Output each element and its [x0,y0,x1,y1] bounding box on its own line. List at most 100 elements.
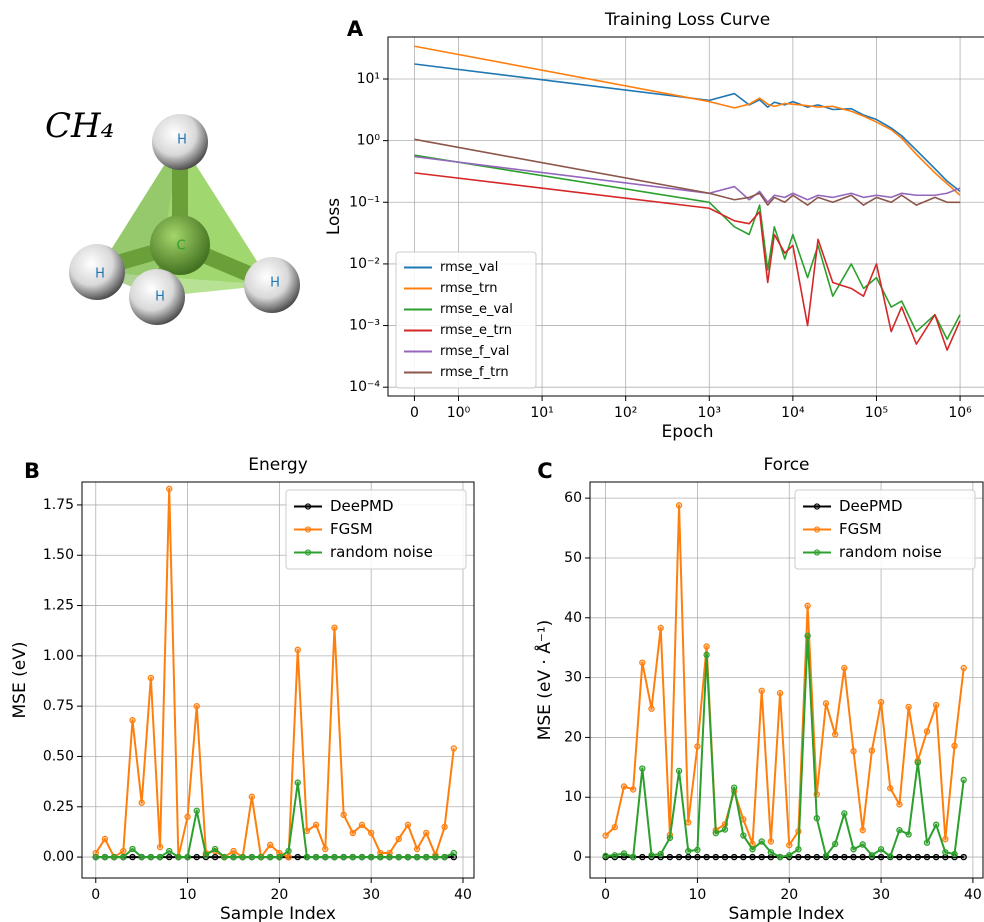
atom-label: H [155,290,165,305]
data-point [110,853,118,861]
data-point [294,779,301,786]
data-point [101,835,109,843]
data-point [450,849,458,857]
data-point [932,821,940,828]
data-point [749,853,756,861]
legend-marker [304,503,312,510]
legend-marker [813,503,821,510]
x-tick-label: 20 [270,887,288,903]
data-point [841,853,848,861]
data-point [703,853,710,861]
x-tick-label: 10 [689,887,707,903]
series-line [605,634,965,859]
data-point [822,700,830,707]
legend-marker [813,526,821,533]
data-point [239,853,246,861]
y-tick-label: 40 [564,610,582,626]
series-line [414,172,961,351]
data-point [831,853,839,861]
data-point [712,829,719,837]
data-point [331,624,338,631]
data-point [749,846,756,853]
legend-box [285,489,467,570]
data-point [340,853,347,861]
data-point [294,646,301,654]
plot-frame [589,481,984,879]
data-point [887,785,894,792]
data-point [147,674,155,682]
chart: 0 10⁰ 10¹ 10² 10³ 10⁴ 10⁵ 10⁶ 10⁻⁴ 10⁻³ 10⁻² 10⁻¹ 10… [324,10,984,442]
data-point [813,814,821,822]
data-point [423,853,430,861]
legend-label: FGSM [330,520,373,538]
x-tick-label: 10² [614,405,637,421]
data-point [312,821,320,829]
data-point [675,502,683,509]
data-point [675,853,683,861]
x-tick-label: 0 [601,887,610,903]
panel-label: C [537,459,552,483]
x-tick-label: 30 [362,887,380,903]
data-point [758,687,765,694]
data-point [230,847,237,855]
x-axis-label: Epoch [661,422,713,442]
y-tick-label: 0.25 [43,799,74,815]
data-point [230,853,237,861]
y-tick-label: 10¹ [357,71,380,87]
data-point [960,776,967,784]
data-point [395,853,402,861]
data-point [193,702,200,710]
x-tick-label: 10³ [698,405,721,421]
x-tick-label: 0 [91,887,100,903]
data-point [868,747,876,754]
data-point [358,853,366,861]
data-point [657,624,664,632]
series-line [414,138,961,206]
x-tick-label: 40 [964,887,982,903]
atom-label: H [177,133,187,148]
data-point [377,853,384,861]
data-point [721,826,729,833]
data-point [248,853,256,861]
data-point [896,853,903,861]
x-tick-label: 40 [454,887,472,903]
data-point [703,643,710,650]
y-tick-label: 10⁻⁴ [349,379,380,395]
data-point [914,759,922,766]
data-point [877,698,885,706]
carbon-atom [150,215,210,275]
y-tick-label: 30 [564,670,582,686]
legend-label: DeePMD [330,497,394,515]
data-point [896,801,903,808]
y-tick-label: 10 [564,789,582,805]
y-tick-label: 0.00 [43,849,74,865]
y-tick-label: 10⁻² [349,256,380,272]
legend-label: rmse_val [440,260,498,275]
plot-frame [81,481,475,879]
data-point [951,850,958,858]
data-point [404,853,412,861]
series-line [604,504,965,847]
y-axis-label: MSE (eV) [10,642,30,719]
data-point [767,849,775,856]
hydrogen-atom [244,257,300,313]
chart-title: Training Loss Curve [604,10,770,30]
data-point [942,835,949,843]
data-point [129,845,136,853]
data-point [639,659,646,666]
data-point [905,853,912,861]
data-point [266,853,274,861]
x-tick-label: 20 [780,887,798,903]
legend: DeePMD FGSM random noise [285,489,467,570]
data-point [211,845,219,853]
series-line [95,781,455,859]
data-point [666,834,674,842]
data-point [960,664,967,672]
data-point [322,853,329,861]
data-point [694,743,701,750]
data-point [703,651,710,659]
data-point [822,852,830,860]
data-point [248,793,256,800]
data-point [896,826,903,834]
data-point [404,821,412,829]
